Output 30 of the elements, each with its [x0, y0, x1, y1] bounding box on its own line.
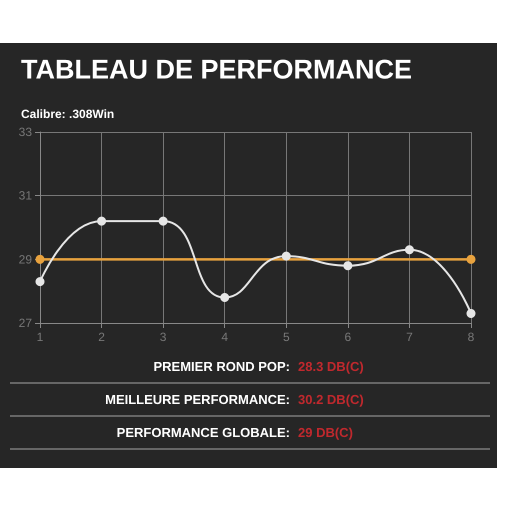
x-tick-label: 6	[344, 330, 352, 344]
text: MEILLEURE PERFORMANCE:	[104, 392, 290, 407]
chart-subtitle: Calibre: .308Win	[21, 107, 114, 121]
point	[404, 245, 414, 254]
x-tick-label: 2	[98, 330, 106, 344]
point	[36, 254, 44, 264]
text: 29 DB(C)	[298, 425, 353, 440]
x-tick-label: 5	[282, 330, 290, 344]
point	[158, 216, 168, 226]
point	[220, 293, 230, 302]
text: 28.3 DB(C)	[298, 359, 364, 374]
y-tick-label: 31	[18, 188, 32, 203]
y-tick-label: 29	[18, 252, 32, 266]
point	[97, 216, 106, 226]
chart-title: TABLEAU DE PERFORMANCE	[21, 54, 412, 84]
point	[466, 308, 476, 318]
x-tick-label: 4	[221, 330, 228, 344]
y-tick-label: 27	[18, 316, 32, 330]
point	[36, 277, 44, 286]
text: 30.2 DB(C)	[298, 392, 364, 407]
point	[343, 261, 352, 270]
point	[466, 254, 476, 264]
x-tick-label: 8	[468, 330, 475, 344]
y-tick-label: 33	[18, 125, 32, 139]
x-tick-label: 7	[406, 330, 414, 344]
text: PERFORMANCE GLOBALE:	[116, 425, 290, 440]
x-tick-label: 1	[36, 330, 44, 344]
x-tick-label: 3	[160, 330, 167, 344]
text: PREMIER ROND POP:	[152, 359, 290, 374]
point	[282, 252, 291, 261]
